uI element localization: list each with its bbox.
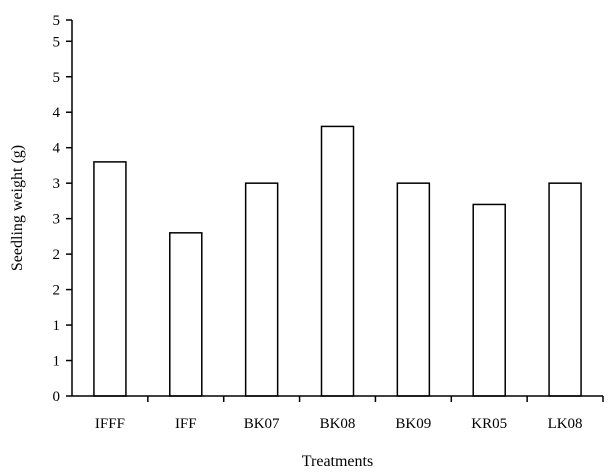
y-tick-label: 1 (53, 318, 61, 334)
bar-lk08 (548, 182, 582, 397)
y-axis-title: Seedling weight (g) (9, 145, 26, 271)
y-tick-label: 5 (53, 13, 61, 29)
x-tick-label-bk07: BK07 (244, 416, 280, 432)
x-tick-label-lk08: LK08 (548, 416, 583, 432)
bar-ifff (93, 161, 127, 397)
x-axis-title: Treatments (302, 453, 373, 470)
y-tick-label: 4 (53, 105, 61, 121)
bar-kr05 (472, 203, 506, 397)
y-tick-label: 5 (53, 34, 61, 50)
x-tick-label-bk09: BK09 (395, 416, 431, 432)
y-tick-label: 4 (53, 141, 61, 157)
x-tick-label-kr05: KR05 (471, 416, 507, 432)
bar-iff (169, 232, 203, 397)
y-tick-label: 2 (53, 283, 61, 299)
bar-bk07 (244, 182, 279, 397)
x-axis-ticks: IFFF IFF BK07 BK08 BK09 KR05 LK08 (95, 396, 604, 432)
y-tick-label: 0 (53, 389, 61, 405)
y-axis-ticks: 0 1 1 2 2 3 3 4 4 5 5 5 (53, 13, 72, 405)
y-tick-label: 5 (53, 70, 61, 86)
y-tick-label: 3 (53, 212, 61, 228)
bar-bk08 (320, 125, 355, 397)
y-tick-label: 3 (53, 176, 61, 192)
x-tick-label-ifff: IFFF (95, 416, 125, 432)
bars (93, 125, 582, 397)
y-tick-label: 1 (53, 354, 61, 370)
y-tick-label: 2 (53, 247, 61, 263)
bar-bk09 (396, 182, 431, 397)
x-tick-label-bk08: BK08 (320, 416, 356, 432)
x-tick-label-iff: IFF (175, 416, 197, 432)
